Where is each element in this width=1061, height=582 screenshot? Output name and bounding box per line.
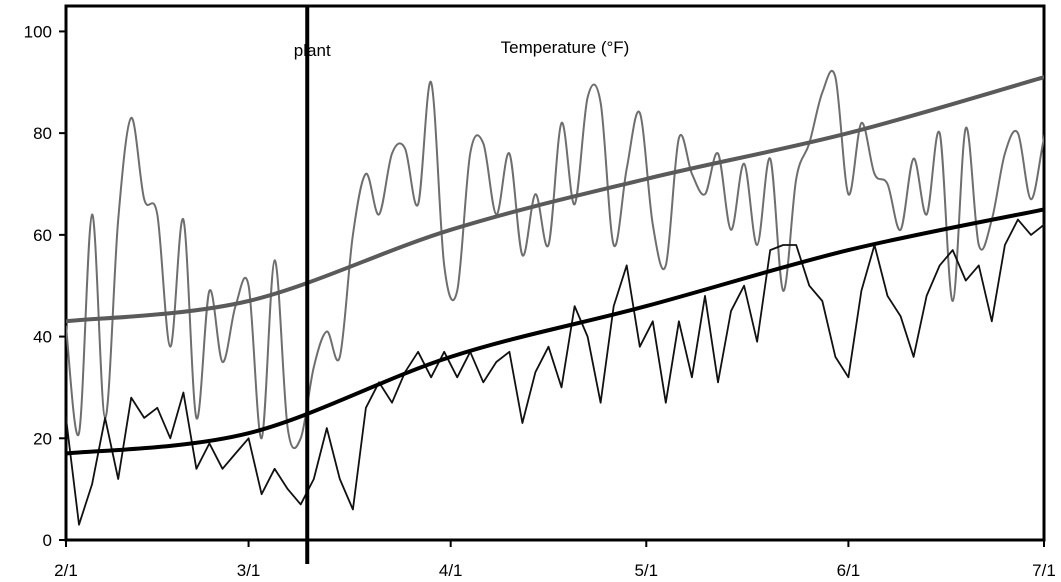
plant-label: plant xyxy=(294,41,331,60)
daily-high-series-line xyxy=(66,69,1044,450)
y-axis: 0 20 40 60 80 100 xyxy=(24,22,66,550)
y-tick-label: 0 xyxy=(43,531,52,550)
x-tick-label: 2/1 xyxy=(54,561,78,580)
x-tick-label: 3/1 xyxy=(237,561,261,580)
x-tick-label: 5/1 xyxy=(634,561,658,580)
y-tick-label: 60 xyxy=(33,226,52,245)
x-axis: 2/1 3/1 4/1 5/1 6/1 7/1 xyxy=(54,540,1056,580)
x-tick-label: 6/1 xyxy=(837,561,861,580)
chart-title: Temperature (°F) xyxy=(501,38,630,57)
plot-frame xyxy=(64,4,1046,542)
y-tick-label: 100 xyxy=(24,22,52,41)
series-layer xyxy=(66,69,1044,526)
daily-low-series-line xyxy=(66,218,1044,526)
x-tick-label: 4/1 xyxy=(439,561,463,580)
high-trend-line xyxy=(66,75,1044,324)
low-trend-line xyxy=(66,207,1044,456)
y-tick-label: 40 xyxy=(33,328,52,347)
x-tick-label: 7/1 xyxy=(1032,561,1056,580)
y-tick-label: 20 xyxy=(33,429,52,448)
y-tick-label: 80 xyxy=(33,124,52,143)
